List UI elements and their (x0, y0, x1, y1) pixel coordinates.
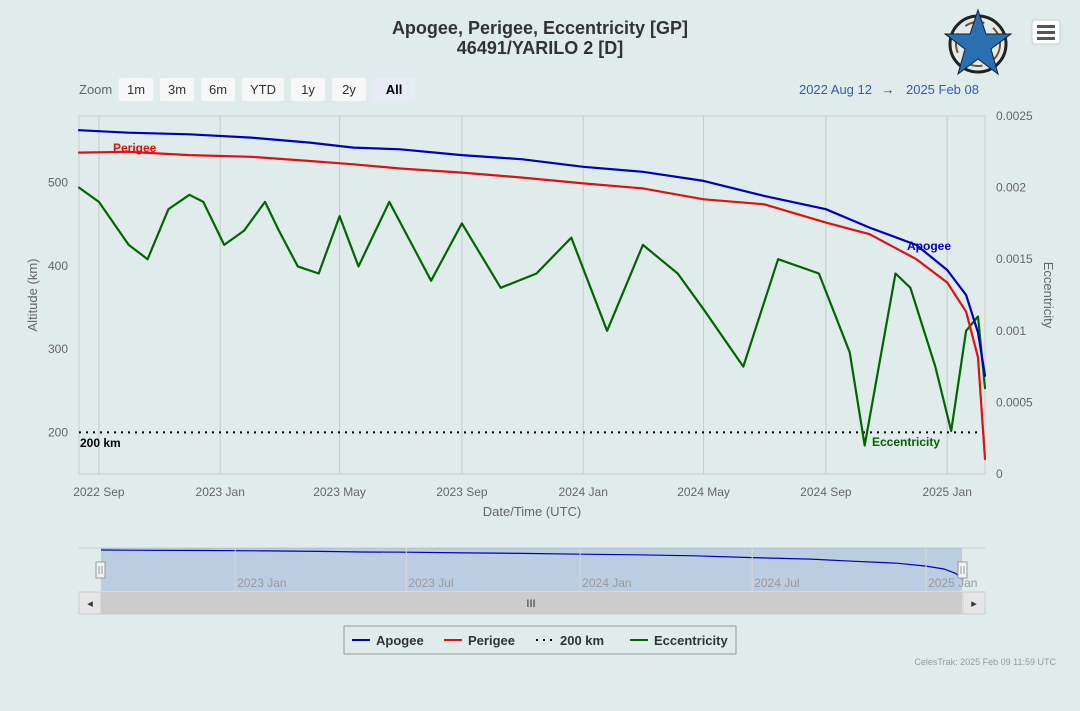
zoom-button-label: 1m (127, 82, 145, 97)
chart-subtitle: 46491/YARILO 2 [D] (457, 38, 623, 58)
navigator-tick-label: 2023 Jul (408, 576, 453, 590)
right-arrow-icon: ▸ (971, 597, 977, 610)
navigator-series-line (100, 549, 963, 579)
zoom-button-label: 2y (342, 82, 356, 97)
y-axis-title: Altitude (km) (25, 259, 40, 332)
x-tick-label: 2024 Jan (559, 485, 608, 499)
navigator-tick-label: 2024 Jan (582, 576, 631, 590)
y-axis-ticks: 200 300 400 500 (48, 176, 68, 440)
hamburger-menu-icon[interactable] (1031, 19, 1061, 45)
navigator[interactable]: 2023 Jan 2023 Jul 2024 Jan 2024 Jul 2025 Jan (79, 547, 985, 591)
y2-tick-label: 0 (996, 467, 1003, 481)
credit-text[interactable]: CelesTrak: 2025 Feb 09 11:59 UTC (914, 657, 1056, 667)
zoom-button-label: 6m (209, 82, 227, 97)
x-tick-label: 2024 Sep (800, 485, 852, 499)
series-line-perigee (77, 150, 987, 461)
navigator-tick-label: 2023 Jan (237, 576, 286, 590)
y-tick-label: 200 (48, 425, 68, 439)
zoom-button-label: All (386, 82, 403, 97)
legend-label: Perigee (468, 633, 515, 648)
legend-items: Apogee Perigee 200 km Eccentricity (352, 633, 728, 648)
celestrak-logo-icon (943, 8, 1013, 76)
navigator-left-handle[interactable] (95, 561, 106, 579)
x-tick-label: 2024 May (677, 485, 730, 499)
navigator-tick-label: 2024 Jul (754, 576, 799, 590)
x-tick-label: 2022 Sep (73, 485, 125, 499)
zoom-button-label: 1y (301, 82, 315, 97)
scrollbar-right-button[interactable]: ▸ (962, 591, 986, 615)
series-line-apogee (77, 129, 987, 377)
left-arrow-icon: ◂ (87, 597, 93, 610)
zoom-button-all[interactable]: All (373, 78, 415, 101)
navigator-tick-label: 2025 Jan (928, 576, 977, 590)
navigator-right-handle[interactable] (957, 561, 968, 579)
x-tick-label: 2023 Sep (436, 485, 488, 499)
y2-tick-label: 0.001 (996, 324, 1026, 338)
zoom-label: Zoom (79, 82, 112, 97)
zoom-button-group: 1m 3m 6m YTD 1y 2y All (119, 78, 415, 101)
x-axis-title: Date/Time (UTC) (483, 504, 581, 519)
x-axis-ticks: 2022 Sep 2023 Jan 2023 May 2023 Sep 2024 Jan… (73, 485, 972, 499)
legend-item-200-km[interactable]: 200 km (536, 633, 604, 648)
annotation-200km: 200 km (80, 436, 121, 450)
y-tick-label: 500 (48, 176, 68, 190)
y2-axis-title: Eccentricity (1041, 262, 1056, 329)
y2-tick-label: 0.0015 (996, 252, 1033, 266)
y2-tick-label: 0.0005 (996, 395, 1033, 409)
annotation-eccentricity: Eccentricity (872, 435, 940, 449)
series-group (77, 129, 987, 461)
zoom-button-6m[interactable]: 6m (201, 78, 235, 101)
zoom-button-3m[interactable]: 3m (160, 78, 194, 101)
annotation-apogee: Apogee (907, 239, 951, 253)
range-to-date[interactable]: 2025 Feb 08 (906, 82, 979, 97)
y2-tick-label: 0.0025 (996, 109, 1033, 123)
scrollbar-grip-icon: III (526, 598, 535, 610)
legend-box (343, 625, 737, 655)
scrollbar-left-button[interactable]: ◂ (78, 591, 102, 615)
zoom-button-label: YTD (250, 82, 276, 97)
scrollbar-thumb[interactable] (101, 592, 962, 614)
x-tick-label: 2025 Jan (923, 485, 972, 499)
legend-label: Eccentricity (654, 633, 728, 648)
navigator-axis-labels: 2023 Jan 2023 Jul 2024 Jan 2024 Jul 2025 Jan (234, 548, 977, 591)
range-from-date[interactable]: 2022 Aug 12 (799, 82, 872, 97)
legend-label: Apogee (376, 633, 424, 648)
zoom-button-1m[interactable]: 1m (119, 78, 153, 101)
scrollbar[interactable]: III ◂ ▸ (78, 591, 986, 615)
y2-axis-ticks: 0 0.0005 0.001 0.0015 0.002 0.0025 (996, 109, 1033, 481)
grid-lines (98, 116, 948, 474)
zoom-button-2y[interactable]: 2y (332, 78, 366, 101)
y-tick-label: 400 (48, 259, 68, 273)
x-tick-label: 2023 Jan (196, 485, 245, 499)
legend-item-perigee[interactable]: Perigee (444, 633, 515, 648)
plot-background (78, 115, 986, 475)
legend-item-apogee[interactable]: Apogee (352, 633, 424, 648)
zoom-button-label: 3m (168, 82, 186, 97)
navigator-selected-range[interactable] (101, 548, 962, 591)
zoom-button-1y[interactable]: 1y (291, 78, 325, 101)
range-arrow: → (882, 82, 895, 97)
x-tick-label: 2023 May (313, 485, 366, 499)
y2-tick-label: 0.002 (996, 181, 1026, 195)
legend-label: 200 km (560, 633, 604, 648)
legend-item-eccentricity[interactable]: Eccentricity (630, 633, 728, 648)
y-tick-label: 300 (48, 342, 68, 356)
zoom-button-ytd[interactable]: YTD (242, 78, 284, 101)
chart-title: Apogee, Perigee, Eccentricity [GP] (392, 18, 688, 38)
series-line-eccentricity (77, 186, 987, 447)
annotation-perigee: Perigee (113, 141, 157, 155)
